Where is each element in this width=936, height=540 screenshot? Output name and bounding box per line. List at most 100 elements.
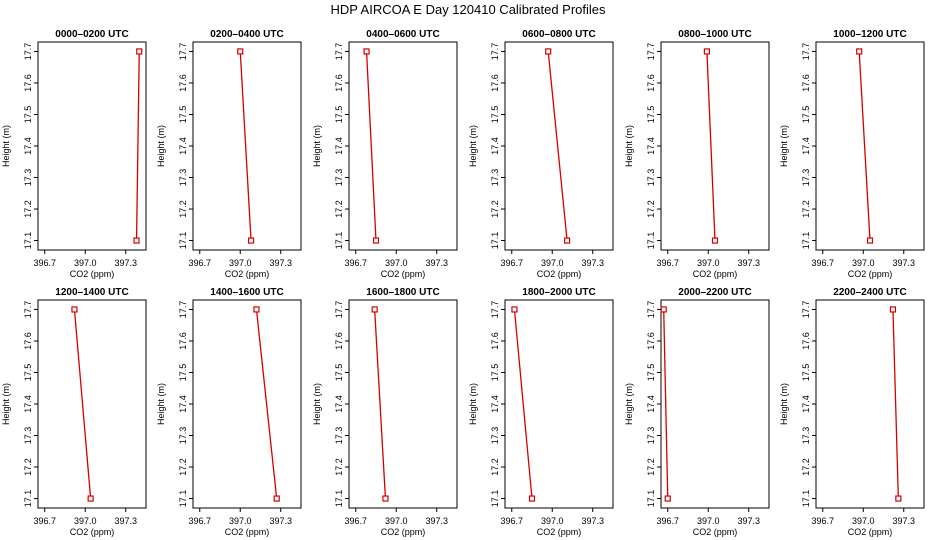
series-line <box>547 51 568 241</box>
x-tick-label: 397.3 <box>114 258 137 268</box>
x-axis-label: CO2 (ppm) <box>848 527 893 537</box>
x-tick-label: 396.7 <box>656 258 679 268</box>
y-axis-label: Height (m) <box>1 125 11 167</box>
data-point <box>371 306 378 313</box>
x-tick-label: 397.3 <box>892 258 915 268</box>
y-tick-label: 17.3 <box>23 169 33 187</box>
y-axis-label: Height (m) <box>779 125 789 167</box>
x-tick-label: 397.0 <box>697 516 720 526</box>
y-tick-label: 17.6 <box>23 332 33 350</box>
y-tick-label: 17.4 <box>178 395 188 413</box>
y-tick-label: 17.2 <box>23 200 33 218</box>
profile-panel: 1200–1400 UTC 17.1 17.2 17.3 17.4 17.5 17.6 17.… <box>1 287 147 537</box>
x-axis-label: CO2 (ppm) <box>537 527 582 537</box>
x-axis-label: CO2 (ppm) <box>693 269 738 279</box>
data-point <box>856 48 863 55</box>
x-tick-label: 397.0 <box>74 258 97 268</box>
data-point <box>545 48 552 55</box>
y-tick-label: 17.2 <box>801 458 811 476</box>
y-tick-label: 17.3 <box>334 427 344 445</box>
y-tick-label: 17.4 <box>23 137 33 155</box>
data-point <box>363 48 370 55</box>
profile-panel: 1600–1800 UTC 17.1 17.2 17.3 17.4 17.5 17.6 17.… <box>312 287 458 537</box>
y-tick-label: 17.2 <box>334 200 344 218</box>
x-tick-label: 397.3 <box>581 516 604 526</box>
series-line <box>892 309 899 499</box>
profile-panel: 0400–0600 UTC 17.1 17.2 17.3 17.4 17.5 17.6 17.… <box>312 29 458 279</box>
x-tick-label: 397.3 <box>425 516 448 526</box>
x-tick-label: 397.3 <box>114 516 137 526</box>
panel-title: 1600–1800 UTC <box>366 287 439 298</box>
y-tick-label: 17.4 <box>490 137 500 155</box>
y-tick-label: 17.1 <box>334 490 344 508</box>
x-axis-label: CO2 (ppm) <box>225 269 270 279</box>
y-tick-label: 17.4 <box>490 395 500 413</box>
y-tick-label: 17.2 <box>334 458 344 476</box>
y-tick-label: 17.5 <box>801 106 811 124</box>
x-tick-label: 396.7 <box>500 258 523 268</box>
y-tick-label: 17.3 <box>178 169 188 187</box>
x-tick-label: 397.0 <box>697 258 720 268</box>
y-tick-label: 17.7 <box>646 43 656 61</box>
panel-title: 0000–0200 UTC <box>55 29 128 40</box>
y-tick-label: 17.7 <box>801 43 811 61</box>
y-tick-label: 17.3 <box>490 169 500 187</box>
y-tick-label: 17.3 <box>801 427 811 445</box>
y-tick-label: 17.5 <box>23 106 33 124</box>
y-tick-label: 17.5 <box>646 106 656 124</box>
profile-panel: 1800–2000 UTC 17.1 17.2 17.3 17.4 17.5 17.6 17.… <box>468 287 614 537</box>
y-tick-label: 17.6 <box>801 74 811 92</box>
y-tick-label: 17.2 <box>490 200 500 218</box>
series-line <box>365 51 377 241</box>
x-tick-label: 396.7 <box>344 258 367 268</box>
y-axis-label: Height (m) <box>624 383 634 425</box>
x-axis-label: CO2 (ppm) <box>848 269 893 279</box>
data-point <box>87 495 94 502</box>
y-tick-label: 17.1 <box>490 490 500 508</box>
x-tick-label: 397.0 <box>385 516 408 526</box>
y-tick-label: 17.5 <box>23 364 33 382</box>
data-point <box>866 237 874 244</box>
series-line <box>135 51 140 241</box>
y-tick-label: 17.2 <box>178 458 188 476</box>
y-tick-label: 17.2 <box>646 458 656 476</box>
y-tick-label: 17.3 <box>646 169 656 187</box>
data-point <box>660 306 667 313</box>
x-axis-label: CO2 (ppm) <box>381 527 426 537</box>
x-tick-label: 397.0 <box>852 516 875 526</box>
x-tick-label: 397.3 <box>269 258 292 268</box>
panel-title: 1800–2000 UTC <box>522 287 595 298</box>
panel-title: 2200–2400 UTC <box>833 287 906 298</box>
panel-title: 0200–0400 UTC <box>210 29 283 40</box>
x-tick-label: 397.3 <box>737 516 760 526</box>
series-line <box>858 51 871 241</box>
y-tick-label: 17.6 <box>646 332 656 350</box>
data-point <box>133 237 140 244</box>
y-tick-label: 17.2 <box>490 458 500 476</box>
x-tick-label: 397.3 <box>269 516 292 526</box>
data-point <box>528 495 536 502</box>
data-point <box>237 48 244 55</box>
x-axis-label: CO2 (ppm) <box>381 269 426 279</box>
x-axis-label: CO2 (ppm) <box>693 527 738 537</box>
x-tick-label: 397.0 <box>229 516 252 526</box>
series-line <box>706 51 716 241</box>
y-tick-label: 17.7 <box>23 301 33 319</box>
y-tick-label: 17.7 <box>178 43 188 61</box>
y-tick-label: 17.3 <box>178 427 188 445</box>
panel-title: 0400–0600 UTC <box>366 29 439 40</box>
panel-title: 0800–1000 UTC <box>678 29 751 40</box>
x-tick-label: 397.3 <box>581 258 604 268</box>
y-tick-label: 17.2 <box>23 458 33 476</box>
data-point <box>247 237 255 244</box>
y-tick-label: 17.4 <box>334 395 344 413</box>
profile-panel: 2000–2200 UTC 17.1 17.2 17.3 17.4 17.5 17.6 17.… <box>624 287 770 537</box>
y-tick-label: 17.7 <box>23 43 33 61</box>
data-point <box>711 237 719 244</box>
x-tick-label: 397.0 <box>852 258 875 268</box>
x-tick-label: 397.0 <box>541 258 564 268</box>
profile-panel: 0800–1000 UTC 17.1 17.2 17.3 17.4 17.5 17.6 17.… <box>624 29 770 279</box>
y-tick-label: 17.6 <box>646 74 656 92</box>
